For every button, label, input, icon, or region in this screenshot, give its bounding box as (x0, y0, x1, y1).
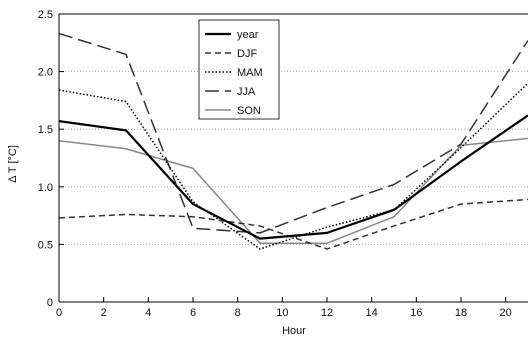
x-tick-label: 20 (500, 307, 512, 319)
x-tick-label: 10 (276, 307, 288, 319)
y-tick-label: 2.0 (38, 67, 53, 79)
legend-label: DJF (237, 48, 257, 60)
legend-label: SON (237, 105, 261, 117)
legend-box (198, 19, 280, 120)
series-line-mam (58, 82, 528, 250)
series-line-year (58, 114, 528, 240)
x-tick-label: 2 (101, 307, 107, 319)
x-axis-label: Hour (282, 325, 306, 337)
x-tick-label: 16 (410, 307, 422, 319)
x-tick-label: 18 (455, 307, 467, 319)
y-tick-label: 2.5 (38, 9, 53, 21)
series-line-jja (58, 32, 528, 234)
x-tick-label: 14 (366, 307, 378, 319)
legend-label: MAM (237, 67, 263, 79)
legend-label: JJA (237, 86, 256, 98)
y-tick-label: 0 (47, 297, 53, 309)
tick-labels: 0 0.5 1.0 1.5 2.0 2.5 0 2 4 6 8 10 12 14 16 18 20 (38, 9, 512, 319)
x-tick-label: 6 (190, 307, 196, 319)
series-line-son (58, 137, 528, 244)
y-tick-label: 1.5 (38, 124, 53, 136)
grid-lines (59, 71, 528, 245)
legend-label: year (237, 29, 259, 41)
series-line-djf (58, 198, 528, 250)
axes (58, 13, 528, 303)
legend: year DJF MAM JJA SON (198, 19, 280, 120)
x-tick-label: 12 (321, 307, 333, 319)
x-tick-label: 4 (145, 307, 151, 319)
series-lines (58, 32, 528, 250)
y-axis-label: Δ T [°C] (7, 145, 19, 183)
x-tick-label: 0 (56, 307, 62, 319)
y-tick-label: 1.0 (38, 182, 53, 194)
y-tick-label: 0.5 (38, 239, 53, 251)
x-tick-label: 8 (235, 307, 241, 319)
